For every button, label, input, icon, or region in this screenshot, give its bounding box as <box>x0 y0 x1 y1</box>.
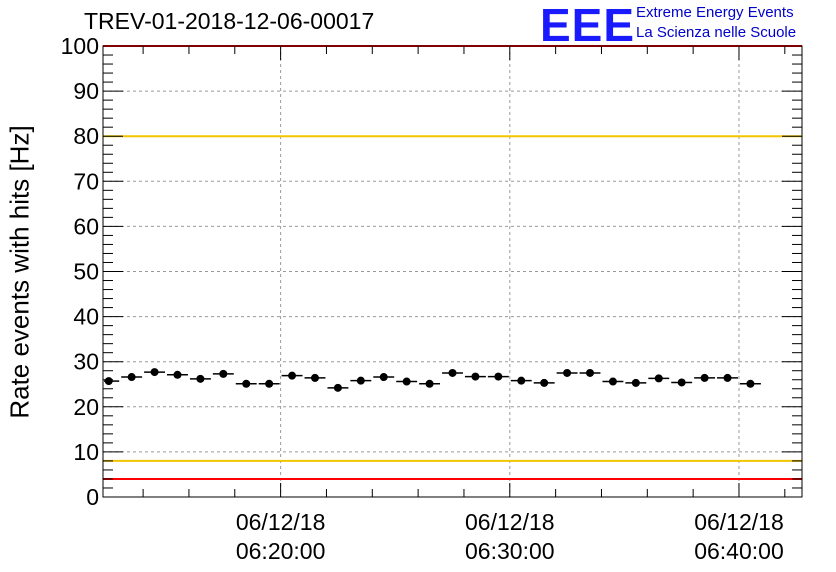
data-point <box>540 378 549 387</box>
x-tick-label-date: 06/12/18 <box>694 509 784 535</box>
y-tick-label: 0 <box>86 484 99 510</box>
data-point <box>127 373 136 382</box>
data-point <box>723 373 732 382</box>
data-points <box>104 368 761 392</box>
x-tick-label-time: 06:40:00 <box>694 538 784 564</box>
y-tick-label: 20 <box>73 394 99 420</box>
chart-title: TREV-01-2018-12-06-00017 <box>84 8 375 34</box>
data-point <box>173 370 182 379</box>
y-tick-label: 10 <box>73 439 99 465</box>
y-tick-label: 30 <box>73 349 99 375</box>
data-point <box>448 368 457 377</box>
data-point <box>494 372 503 381</box>
tick-labels: 0 10 20 30 40 50 60 70 80 90 100 06/12/18 06:20:00 06… <box>61 33 784 564</box>
grid <box>103 46 802 497</box>
data-point <box>104 377 113 386</box>
data-point <box>196 374 205 383</box>
y-tick-label: 50 <box>73 259 99 285</box>
x-tick-label-time: 06:20:00 <box>236 538 326 564</box>
logo-line-1: Extreme Energy Events <box>636 4 794 21</box>
data-point <box>654 374 663 383</box>
x-tick-label-date: 06/12/18 <box>236 509 326 535</box>
data-point <box>608 377 617 386</box>
data-point <box>746 379 755 388</box>
data-point <box>700 373 709 382</box>
data-point <box>265 379 274 388</box>
y-tick-label: 70 <box>73 168 99 194</box>
axis-ticks <box>103 45 802 498</box>
y-tick-label: 40 <box>73 304 99 330</box>
data-point <box>288 371 297 380</box>
y-tick-label: 80 <box>73 123 99 149</box>
data-point <box>333 383 342 392</box>
data-point <box>242 379 251 388</box>
x-tick-label-date: 06/12/18 <box>465 509 555 535</box>
data-point <box>563 368 572 377</box>
y-tick-label: 60 <box>73 213 99 239</box>
reference-lines <box>103 45 802 480</box>
logo-mark: EEE <box>540 0 636 51</box>
data-point <box>471 372 480 381</box>
data-point <box>517 376 526 385</box>
data-point <box>219 369 228 378</box>
data-point <box>310 373 319 382</box>
data-point <box>150 368 159 377</box>
data-point <box>402 377 411 386</box>
data-point <box>631 378 640 387</box>
y-tick-label: 100 <box>61 33 99 59</box>
data-point <box>425 379 434 388</box>
eee-logo: EEE Extreme Energy Events La Scienza nel… <box>540 0 830 51</box>
y-tick-label: 90 <box>73 78 99 104</box>
x-tick-label-time: 06:30:00 <box>465 538 555 564</box>
data-point <box>379 373 388 382</box>
data-point <box>586 368 595 377</box>
data-point <box>356 376 365 385</box>
data-point <box>677 378 686 387</box>
logo-line-2: La Scienza nelle Scuole <box>636 24 797 41</box>
